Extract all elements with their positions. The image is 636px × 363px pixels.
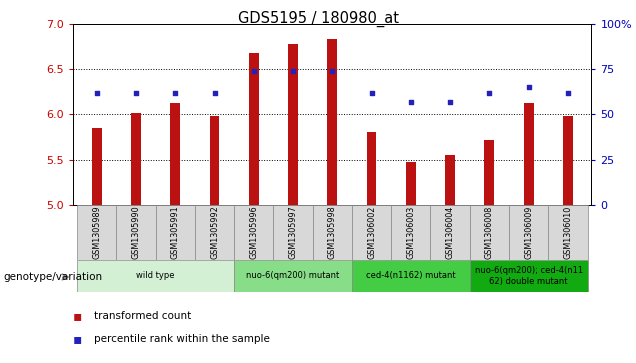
Text: ced-4(n1162) mutant: ced-4(n1162) mutant	[366, 272, 455, 280]
FancyBboxPatch shape	[156, 205, 195, 260]
Bar	[210, 116, 219, 205]
Point	[249, 68, 259, 74]
Text: GSM1306008: GSM1306008	[485, 206, 494, 259]
FancyBboxPatch shape	[470, 260, 588, 292]
Text: GDS5195 / 180980_at: GDS5195 / 180980_at	[237, 11, 399, 27]
Text: GSM1306010: GSM1306010	[563, 206, 572, 259]
Text: GSM1305992: GSM1305992	[210, 205, 219, 259]
Point	[484, 90, 494, 95]
Point	[328, 68, 338, 74]
Point	[563, 90, 573, 95]
Bar	[328, 39, 337, 205]
Bar	[288, 44, 298, 205]
Bar	[445, 155, 455, 205]
Point	[523, 84, 534, 90]
Point	[170, 90, 181, 95]
Text: GSM1306004: GSM1306004	[446, 206, 455, 259]
FancyBboxPatch shape	[431, 205, 470, 260]
Bar	[249, 53, 259, 205]
Text: percentile rank within the sample: percentile rank within the sample	[94, 334, 270, 344]
Bar	[367, 132, 377, 205]
Text: wild type: wild type	[136, 272, 175, 280]
Text: ▪: ▪	[73, 333, 83, 346]
FancyBboxPatch shape	[352, 260, 470, 292]
Text: nuo-6(qm200) mutant: nuo-6(qm200) mutant	[246, 272, 340, 280]
Text: GSM1305997: GSM1305997	[289, 205, 298, 259]
FancyBboxPatch shape	[352, 205, 391, 260]
Bar	[92, 128, 102, 205]
Point	[131, 90, 141, 95]
Text: ▪: ▪	[73, 309, 83, 323]
Bar	[563, 116, 573, 205]
Text: GSM1305990: GSM1305990	[132, 205, 141, 259]
FancyBboxPatch shape	[548, 205, 588, 260]
Point	[92, 90, 102, 95]
Point	[366, 90, 377, 95]
Text: GSM1306002: GSM1306002	[367, 205, 376, 259]
Point	[209, 90, 219, 95]
Bar	[170, 103, 180, 205]
Text: GSM1305996: GSM1305996	[249, 205, 258, 259]
Point	[406, 99, 416, 105]
FancyBboxPatch shape	[509, 205, 548, 260]
FancyBboxPatch shape	[77, 260, 234, 292]
FancyBboxPatch shape	[77, 205, 116, 260]
FancyBboxPatch shape	[273, 205, 313, 260]
Bar	[485, 140, 494, 205]
Text: transformed count: transformed count	[94, 311, 191, 321]
FancyBboxPatch shape	[391, 205, 431, 260]
Text: GSM1305989: GSM1305989	[92, 205, 101, 259]
FancyBboxPatch shape	[116, 205, 156, 260]
Text: GSM1306009: GSM1306009	[524, 205, 533, 259]
Bar	[523, 103, 534, 205]
Bar	[131, 113, 141, 205]
FancyBboxPatch shape	[313, 205, 352, 260]
FancyBboxPatch shape	[234, 205, 273, 260]
Text: nuo-6(qm200); ced-4(n11
62) double mutant: nuo-6(qm200); ced-4(n11 62) double mutan…	[474, 266, 583, 286]
Text: GSM1305998: GSM1305998	[328, 205, 337, 259]
Text: GSM1305991: GSM1305991	[170, 205, 180, 259]
Text: genotype/variation: genotype/variation	[3, 272, 102, 282]
Bar	[406, 163, 416, 205]
Point	[288, 68, 298, 74]
Text: GSM1306003: GSM1306003	[406, 206, 415, 259]
Point	[445, 99, 455, 105]
FancyBboxPatch shape	[234, 260, 352, 292]
FancyBboxPatch shape	[470, 205, 509, 260]
FancyBboxPatch shape	[195, 205, 234, 260]
